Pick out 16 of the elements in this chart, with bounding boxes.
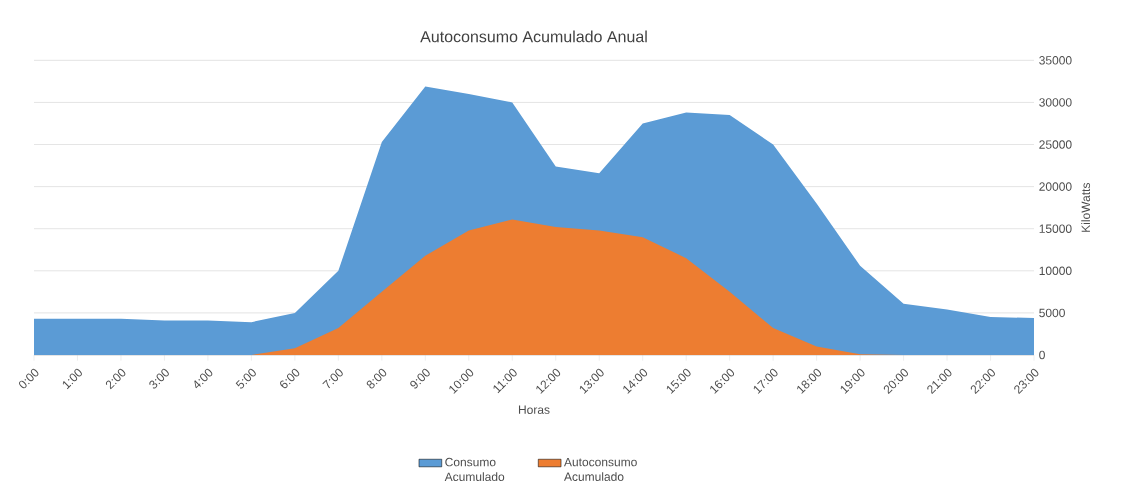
y-tick-label: 25000 — [1039, 140, 1072, 149]
y-tick-label: 5000 — [1039, 308, 1065, 318]
legend-label: Consumo Acumulado — [444, 457, 505, 482]
legend-label: Autoconsumo Acumulado — [563, 457, 637, 481]
y-axis-title: KiloWatts — [1081, 182, 1091, 232]
y-tick-label: 30000 — [1039, 98, 1072, 107]
x-tick-label: 6:00 — [280, 368, 300, 389]
y-tick-label: 10000 — [1039, 266, 1072, 276]
y-tick-label: 0 — [1039, 350, 1045, 360]
y-tick-label: 20000 — [1039, 182, 1072, 191]
x-tick-label: 7:00 — [322, 368, 343, 389]
chart-title: Autoconsumo Acumulado Anual — [420, 30, 647, 43]
x-tick-label: 4:00 — [194, 368, 213, 389]
y-tick-label: 35000 — [1039, 56, 1072, 65]
x-axis-title: Horas — [518, 405, 550, 414]
y-tick-label: 15000 — [1039, 224, 1072, 233]
